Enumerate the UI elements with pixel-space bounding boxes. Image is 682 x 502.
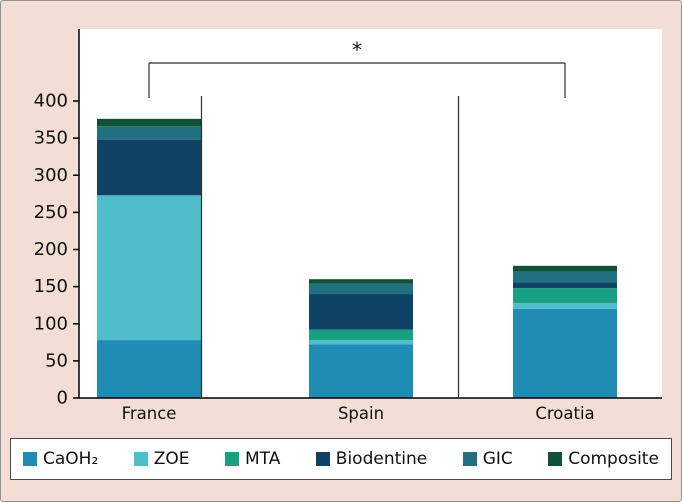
bar-segment-France-CaOH₂: [97, 340, 201, 398]
legend-label: CaOH₂: [43, 449, 99, 469]
legend-label: Biodentine: [335, 449, 428, 469]
legend-swatch-icon: [548, 452, 563, 466]
legend-label: Composite: [568, 449, 659, 469]
legend-swatch-icon: [224, 452, 239, 466]
legend-label: ZOE: [153, 449, 190, 469]
bar-segment-Spain-Composite: [309, 279, 413, 284]
legend-item-Biodentine: Biodentine: [315, 449, 428, 469]
bar-segment-Croatia-Composite: [513, 265, 617, 272]
bar-segment-Spain-GIC: [309, 283, 413, 295]
bar-segment-France-Biodentine: [97, 139, 201, 196]
y-tick-label: 0: [57, 388, 68, 409]
bar-segment-Spain-MTA: [309, 329, 413, 341]
x-category-label-France: France: [122, 404, 177, 423]
y-tick-label: 200: [34, 239, 68, 260]
legend-item-MTA: MTA: [224, 449, 281, 469]
bar-segment-France-Composite: [97, 118, 201, 127]
bar-segment-Croatia-Biodentine: [513, 282, 617, 289]
y-tick-label: 250: [34, 202, 68, 223]
bar-segment-Croatia-CaOH₂: [513, 308, 617, 398]
bar-segment-France-ZOE: [97, 195, 201, 341]
y-tick-label: 150: [34, 276, 68, 297]
bar-segment-France-GIC: [97, 126, 201, 140]
bar-segment-Spain-CaOH₂: [309, 344, 413, 398]
stacked-bar-chart: 0 50 100 150 200 250 300 350 400 France Spain Croat…: [34, 29, 662, 423]
legend-label: MTA: [244, 449, 281, 469]
y-tick-label: 300: [34, 165, 68, 186]
legend-item-GIC: GIC: [462, 449, 513, 469]
y-tick-label: 400: [34, 91, 68, 112]
bar-segment-Croatia-ZOE: [513, 302, 617, 309]
legend-item-CaOH₂: CaOH₂: [23, 449, 98, 469]
significance-star: *: [352, 38, 362, 62]
y-tick-label: 100: [34, 313, 68, 334]
chart-legend: CaOH₂ ZOE MTA Biodentine GIC Composite: [10, 438, 672, 480]
legend-swatch-icon: [315, 452, 330, 466]
bar-segment-Croatia-MTA: [513, 288, 617, 303]
bar-segment-Croatia-GIC: [513, 271, 617, 283]
legend-swatch-icon: [23, 452, 37, 466]
y-tick-label: 350: [34, 128, 68, 149]
x-category-label-Spain: Spain: [338, 404, 384, 423]
y-tick-label: 50: [45, 350, 68, 371]
bar-segment-Spain-ZOE: [309, 340, 413, 345]
legend-item-Composite: Composite: [548, 449, 659, 469]
x-category-label-Croatia: Croatia: [535, 404, 594, 423]
legend-item-ZOE: ZOE: [133, 449, 190, 469]
legend-label: GIC: [482, 449, 513, 469]
bar-segment-Spain-Biodentine: [309, 294, 413, 330]
legend-swatch-icon: [462, 452, 477, 466]
legend-swatch-icon: [133, 452, 148, 466]
